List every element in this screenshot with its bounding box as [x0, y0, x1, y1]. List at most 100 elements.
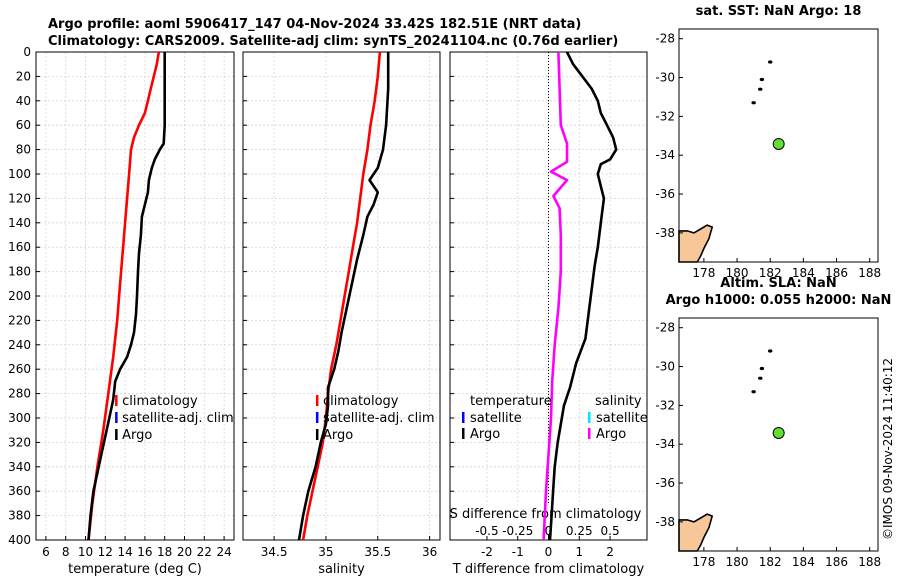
difference-xtick-label: -1	[512, 545, 524, 559]
difference-xtick-label: 0	[545, 545, 553, 559]
map-bottom-xtick-label: 184	[792, 555, 815, 569]
depth-tick-label: 340	[8, 460, 31, 474]
imos-credit: ©IMOS 09-Nov-2024 11:40:12	[881, 358, 895, 540]
depth-tick-label: 200	[8, 289, 31, 303]
map-top-ytick-label: -38	[655, 226, 675, 240]
map-bottom-ytick-label: -38	[655, 515, 675, 529]
temperature-xtick-label: 24	[216, 545, 231, 559]
map-top-ytick-label: -34	[655, 148, 675, 162]
map-top-track-point	[751, 101, 756, 105]
depth-tick-label: 220	[8, 313, 31, 327]
temperature-xtick-label: 10	[78, 545, 93, 559]
map-bottom-xtick-label: 188	[858, 555, 881, 569]
depth-tick-label: 60	[16, 118, 31, 132]
map-bottom-xtick-label: 180	[726, 555, 749, 569]
salinity-xlabel: salinity	[318, 562, 365, 577]
secondary-tick-label: -0.5	[475, 524, 498, 538]
map-bottom-ytick-label: -30	[655, 360, 675, 374]
map-top-xtick-label: 186	[825, 266, 848, 280]
legend-label: Argo	[596, 427, 626, 442]
map-top-title: sat. SST: NaN Argo: 18	[696, 4, 862, 19]
legend-swatch	[315, 412, 319, 423]
depth-tick-label: 100	[8, 167, 31, 181]
temperature-xtick-label: 12	[98, 545, 113, 559]
legend-label: satellite	[470, 411, 522, 426]
title-line-1: Argo profile: aoml 5906417_147 04-Nov-20…	[48, 17, 581, 32]
map-top-xtick-label: 182	[759, 266, 782, 280]
map-top-xtick-label: 184	[792, 266, 815, 280]
difference-xtick-label: 1	[575, 545, 583, 559]
map-bottom-xtick-label: 186	[825, 555, 848, 569]
depth-tick-label: 0	[23, 45, 31, 59]
depth-tick-label: 300	[8, 411, 31, 425]
depth-tick-label: 280	[8, 387, 31, 401]
legend-temperature-header: temperature	[470, 394, 552, 409]
legend-swatch	[588, 412, 591, 423]
panel-salinity: 34.5 35 35.5 36 salinity	[242, 51, 441, 577]
legend-swatch	[315, 395, 319, 406]
difference-xlabel: T difference from climatology	[452, 562, 645, 577]
temperature-xtick-label: 20	[177, 545, 192, 559]
series-difference-s-argo	[542, 51, 569, 541]
legend-label: Argo	[323, 428, 353, 443]
legend-label: satellite	[596, 411, 648, 426]
map-top-land	[678, 224, 714, 263]
map-bottom-track-point	[768, 349, 773, 353]
map-top-ytick-label: -36	[655, 187, 675, 201]
difference-xtick-label: 2	[606, 545, 614, 559]
temperature-xtick-label: 6	[42, 545, 50, 559]
legend-label: climatology	[122, 394, 198, 409]
legend-label: satellite-adj. clim	[323, 411, 435, 426]
map-bottom-ytick-label: -28	[655, 321, 675, 335]
temperature-xtick-label: 18	[157, 545, 172, 559]
map-top-ytick-label: -32	[655, 109, 675, 123]
map-top-track-point	[759, 77, 765, 82]
depth-tick-label: 180	[8, 265, 31, 279]
depth-tick-label: 80	[16, 143, 31, 157]
secondary-axis: S difference from climatology-0.5 -0.25 0 0…	[450, 505, 645, 538]
map-top-argo-marker	[772, 137, 785, 150]
map-bottom-xtick-label: 178	[692, 555, 715, 569]
map-top-xtick-label: 178	[692, 266, 715, 280]
map-top-xtick-label: 180	[726, 266, 749, 280]
legend-label: Argo	[470, 427, 500, 442]
figure-title: Argo profile: aoml 5906417_147 04-Nov-20…	[48, 17, 618, 49]
map-bottom-track-point	[751, 390, 756, 394]
map-top-xtick-label: 188	[858, 266, 881, 280]
legend-swatch	[588, 428, 591, 439]
title-line-2: Climatology: CARS2009. Satellite-adj cli…	[48, 34, 618, 49]
salinity-xtick-label: 35.5	[364, 545, 391, 559]
series-salinity-argo	[297, 52, 390, 541]
series-difference-t-argo	[548, 51, 618, 541]
legend-swatch	[115, 412, 118, 423]
secondary-tick-label: 0.5	[601, 524, 620, 538]
map-top-ytick-label: -28	[655, 32, 675, 46]
depth-tick-label: 120	[8, 191, 31, 205]
temperature-xtick-label: 16	[137, 545, 152, 559]
depth-tick-label: 360	[8, 484, 31, 498]
temperature-xtick-label: 14	[117, 545, 132, 559]
legend-salinity-header: salinity	[595, 394, 642, 409]
secondary-tick-label: 0	[545, 524, 553, 538]
difference-xtick-label: -2	[481, 545, 493, 559]
depth-tick-label: 20	[16, 69, 31, 83]
map-top-track-point	[758, 87, 763, 91]
difference-legend: temperature salinitysatelliteArgosatellit…	[462, 394, 648, 442]
map-bottom-land	[678, 513, 714, 552]
legend-swatch	[115, 395, 118, 406]
map-bottom-title: Altim. SLA: NaN	[720, 276, 836, 291]
legend-swatch	[315, 429, 319, 440]
depth-tick-label: 140	[8, 216, 31, 230]
legend-label: satellite-adj. clim	[122, 411, 234, 426]
depth-tick-label: 260	[8, 362, 31, 376]
map-bottom-ytick-label: -34	[655, 437, 675, 451]
legend-swatch	[462, 428, 465, 439]
temperature-xlabel: temperature (deg C)	[68, 562, 202, 577]
depth-tick-label: 380	[8, 509, 31, 523]
series-temperature-climatology	[87, 51, 161, 541]
depth-tick-label: 40	[16, 94, 31, 108]
map-bottom-ytick-label: -32	[655, 398, 675, 412]
secondary-tick-label: -0.25	[502, 524, 533, 538]
